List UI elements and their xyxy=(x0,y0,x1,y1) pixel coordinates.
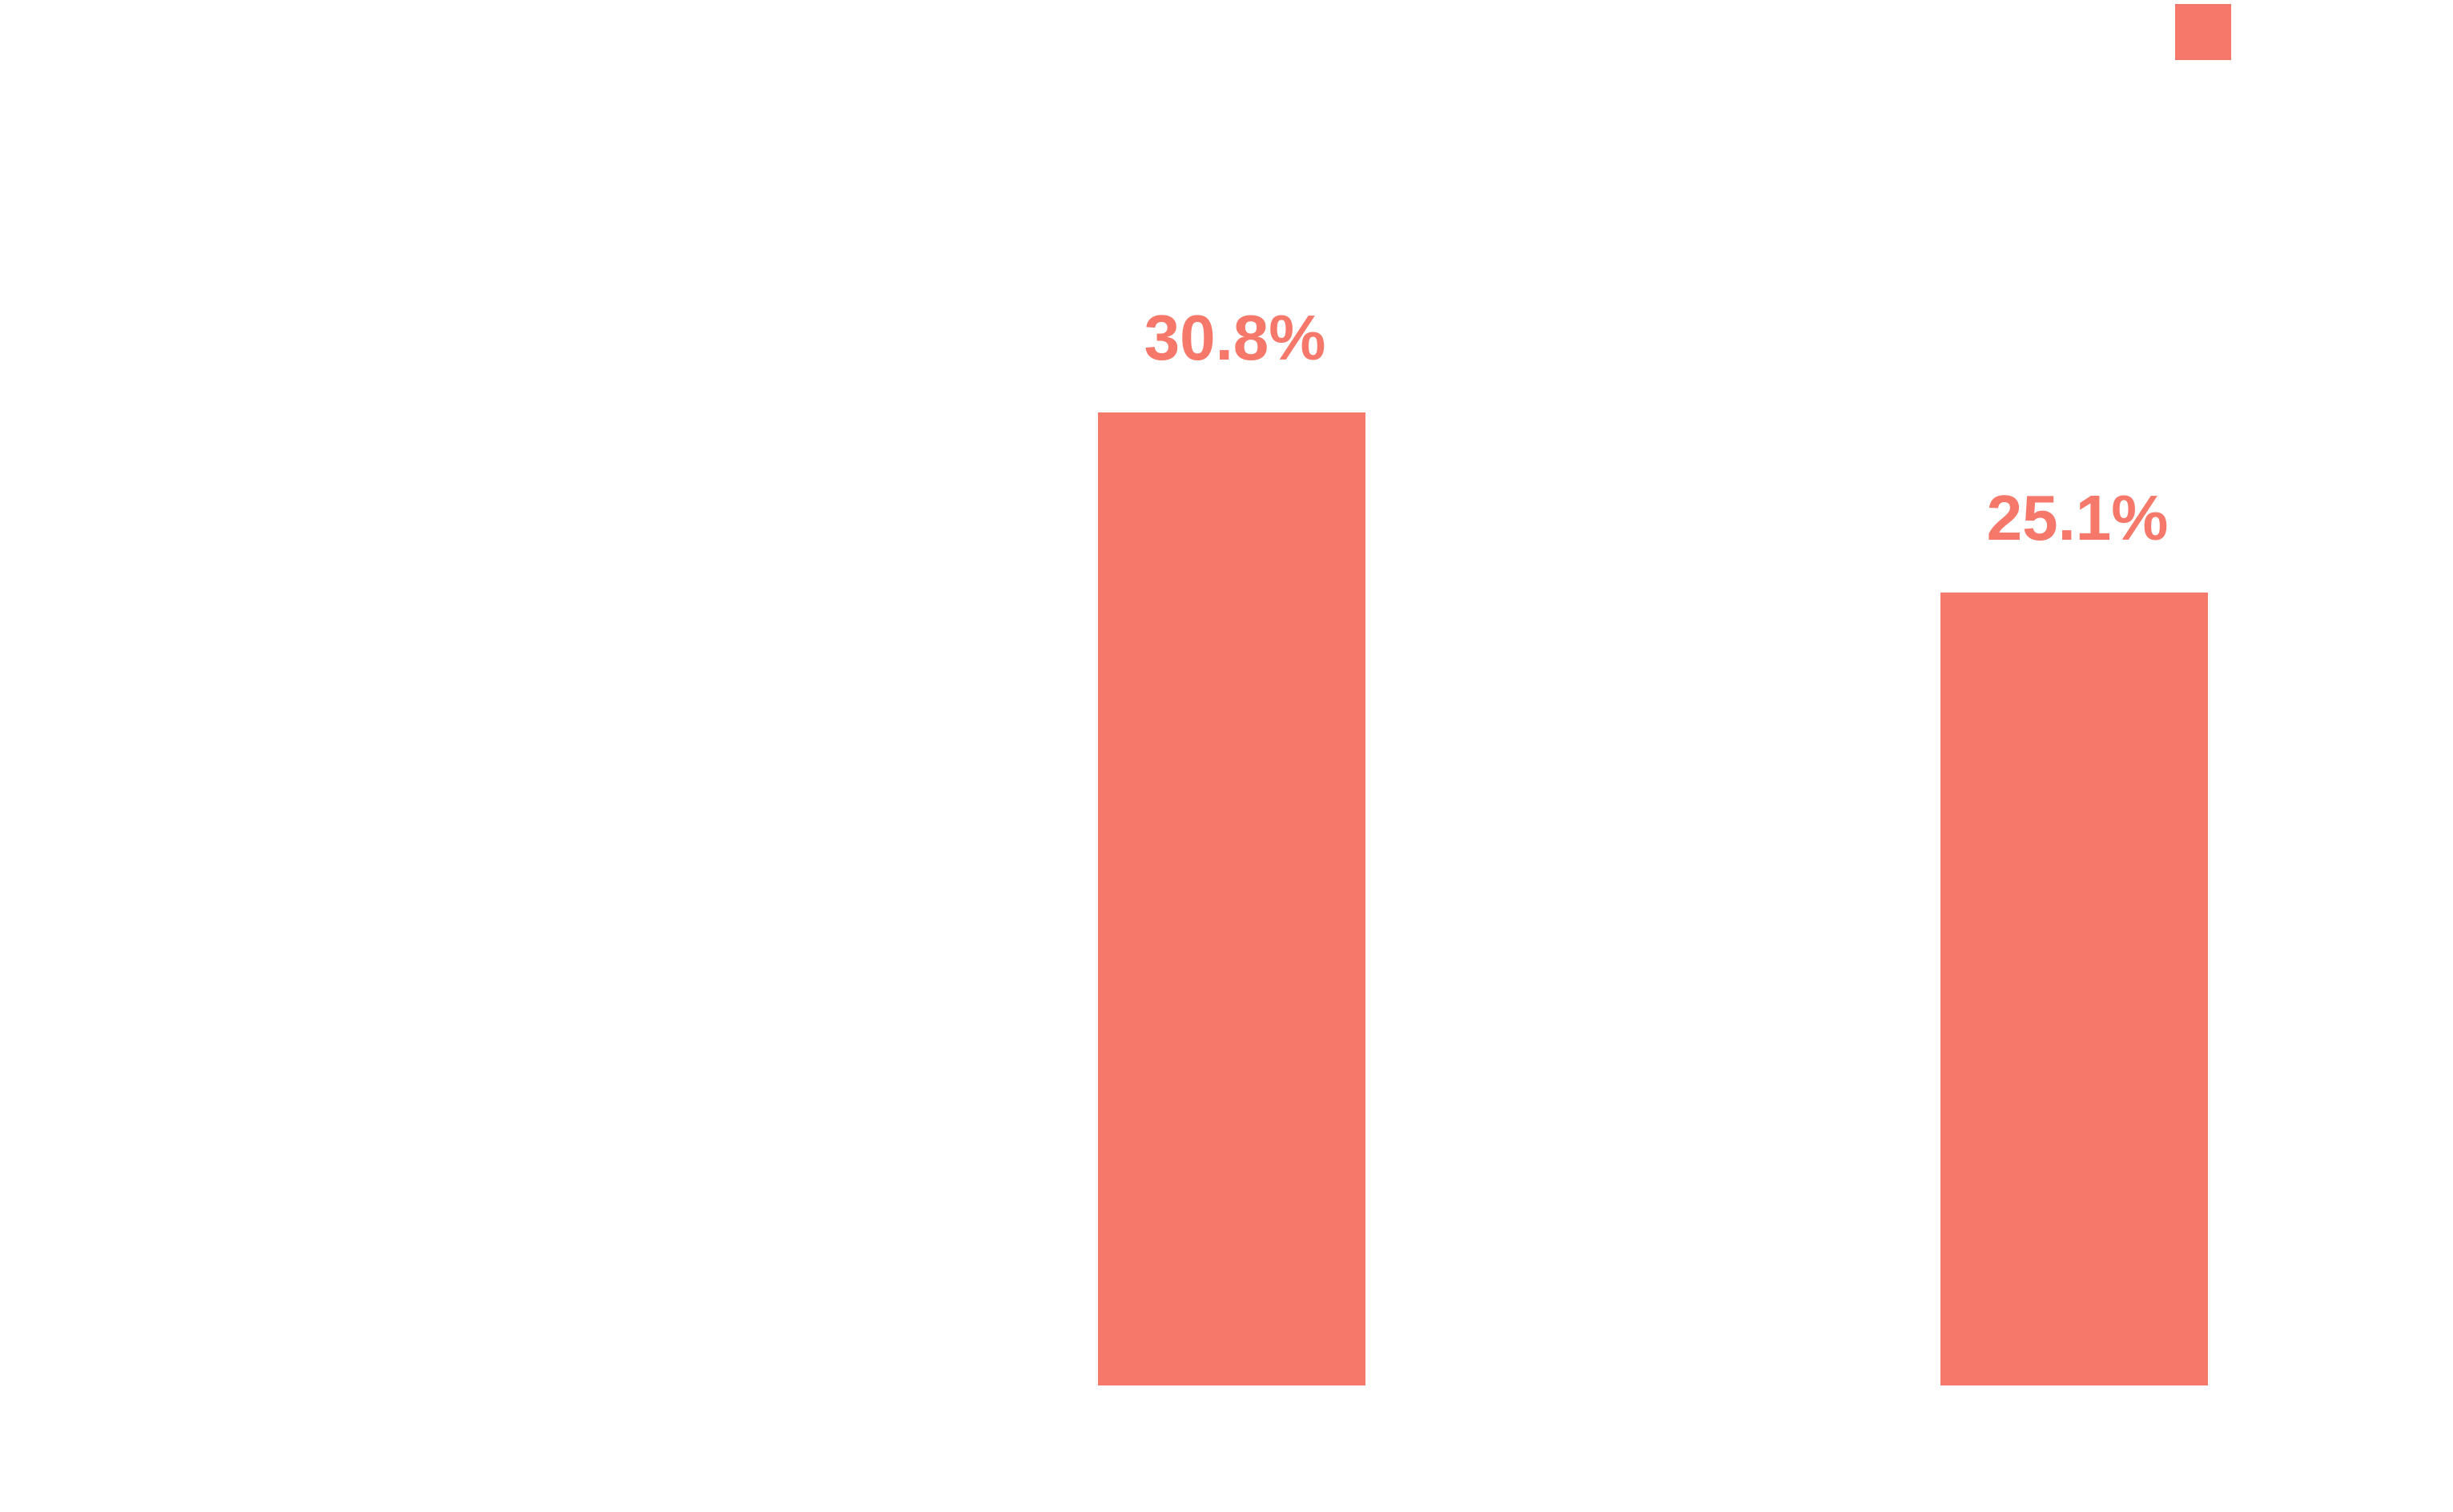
data-labels-group: 30.8% 25.1% xyxy=(1144,302,2169,553)
bar-1 xyxy=(1098,412,1365,1385)
data-label-1: 30.8% xyxy=(1144,302,1326,373)
bars-group xyxy=(1098,412,2208,1385)
legend-swatch xyxy=(2175,4,2231,60)
data-label-2: 25.1% xyxy=(1987,482,2169,553)
bar-2 xyxy=(1940,592,2208,1385)
